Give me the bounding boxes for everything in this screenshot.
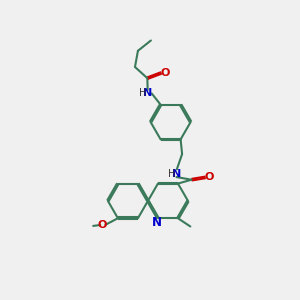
Text: O: O bbox=[205, 172, 214, 182]
Text: O: O bbox=[160, 68, 170, 78]
Text: N: N bbox=[143, 88, 152, 98]
Text: H: H bbox=[139, 88, 147, 98]
Text: N: N bbox=[172, 169, 181, 178]
Text: H: H bbox=[167, 169, 175, 178]
Text: O: O bbox=[98, 220, 107, 230]
Text: N: N bbox=[152, 216, 161, 229]
